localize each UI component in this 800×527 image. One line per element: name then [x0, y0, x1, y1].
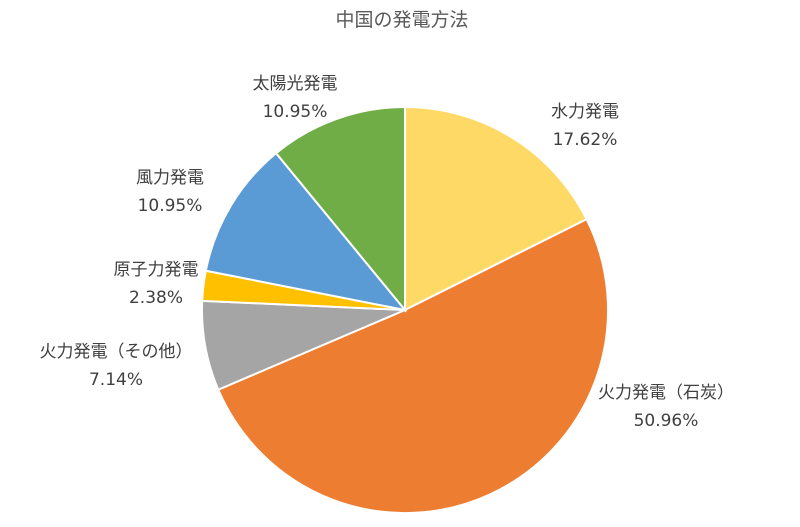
slice-label-value: 50.96%: [634, 411, 699, 431]
pie-slice: [216, 217, 610, 515]
pie-slices: [201, 105, 610, 515]
pie-slice: [274, 105, 406, 313]
slice-label-name: 太陽光発電: [253, 74, 338, 94]
pie-slice: [404, 105, 588, 312]
slice-label-value: 7.14%: [89, 370, 143, 390]
slice-label-name: 風力発電: [136, 168, 204, 188]
slice-label-name: 水力発電: [551, 102, 619, 122]
slice-label-value: 10.95%: [138, 196, 203, 216]
pie-slice: [204, 151, 408, 312]
chart-title: 中国の発電方法: [335, 9, 468, 31]
slice-label-name: 火力発電（その他）: [40, 342, 193, 362]
slice-label-value: 2.38%: [129, 288, 183, 308]
pie-labels: 水力発電 17.62% 火力発電（石炭） 50.96% 火力発電（その他） 7.14% 原子…: [40, 74, 735, 431]
slice-label-name: 火力発電（石炭）: [598, 383, 734, 403]
slice-label-name: 原子力発電: [114, 260, 199, 280]
slice-label-value: 17.62%: [553, 130, 618, 150]
slice-label-value: 10.95%: [263, 102, 328, 122]
